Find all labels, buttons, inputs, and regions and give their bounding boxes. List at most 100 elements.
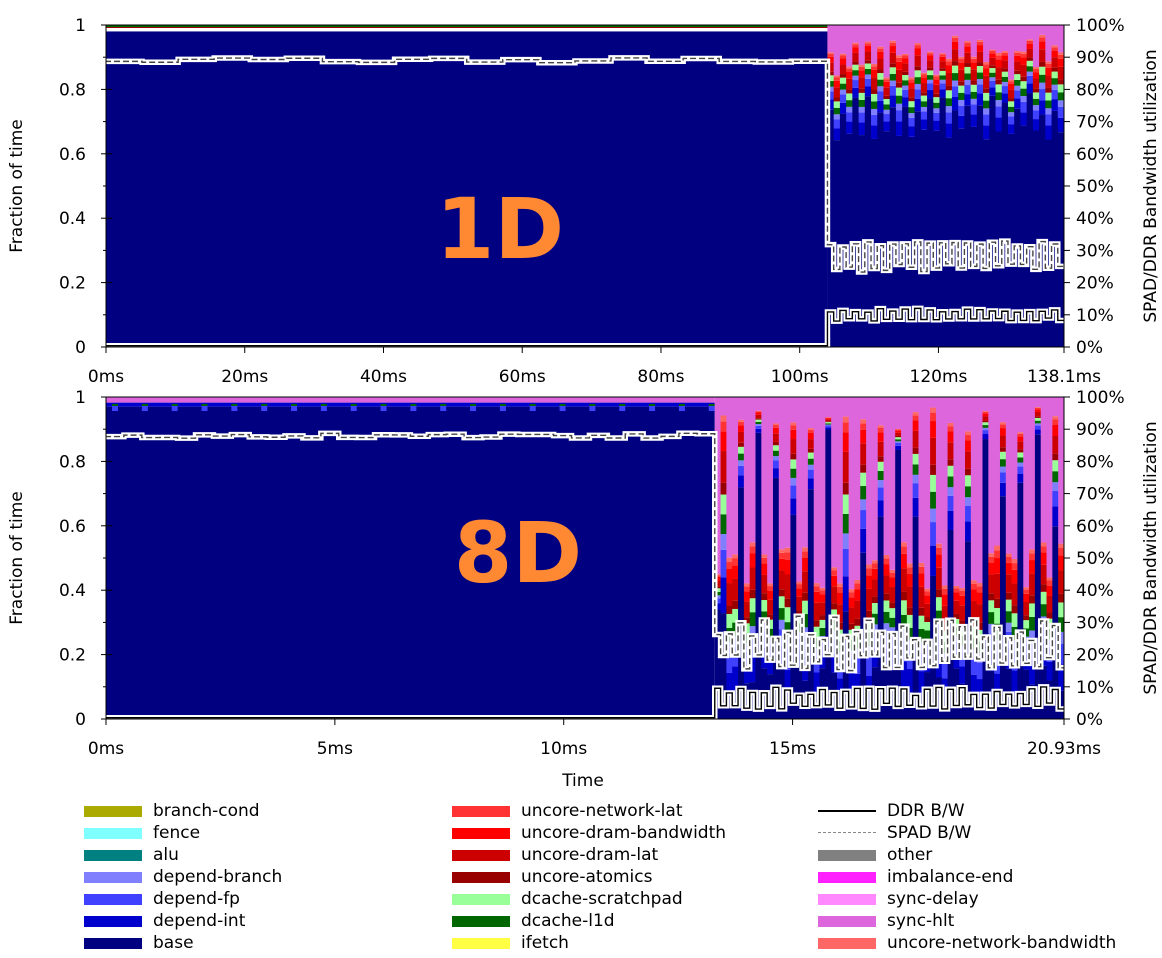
series-bar-uncore-dram-bandwidth — [1011, 569, 1019, 584]
series-bar-depend-int — [846, 121, 853, 134]
series-bar-base — [995, 131, 1003, 347]
chart-panel-1d: 00.20.40.60.810%10%20%30%40%50%60%70%80%… — [7, 16, 1161, 387]
series-bar-depend-fp — [914, 89, 922, 99]
series-bar-uncore-network-lat — [877, 427, 885, 433]
series-bar-uncore-network-lat — [920, 74, 928, 78]
series-bar-sync-hlt — [842, 397, 850, 417]
series-bar-uncore-network-bandwidth — [864, 41, 872, 44]
series-bar-depend-int — [839, 102, 847, 114]
series-bar-depend-fp — [970, 104, 978, 115]
series-bar-sync-hlt — [912, 397, 920, 413]
series-bar-depend-int — [927, 90, 934, 99]
series-bar-dcache-l1d — [761, 611, 768, 623]
series-bar-dcache-scratchpad — [895, 87, 903, 96]
series-bar-uncore-dram-bandwidth — [743, 591, 751, 602]
series-bar-uncore-dram-lat — [819, 602, 826, 616]
series-bar-depend-fp — [871, 114, 878, 126]
y2-tick-label: 60% — [1076, 145, 1114, 165]
series-bar-uncore-network-bandwidth — [827, 52, 835, 55]
series-mark-depend-fp — [112, 406, 118, 411]
series-bar-depend-int — [1046, 661, 1053, 681]
series-bar-dcache-l1d — [802, 614, 809, 628]
series-bar-depend-branch — [945, 106, 953, 113]
series-bar-uncore-dram-lat — [964, 52, 972, 64]
series-bar-uncore-network-bandwidth — [1007, 79, 1015, 82]
series-bar-uncore-dram-lat — [802, 571, 809, 593]
series-bar-uncore-dram-bandwidth — [920, 77, 928, 84]
series-bar-dcache-l1d — [1023, 628, 1030, 637]
series-bar-uncore-network-bandwidth — [738, 419, 745, 422]
legend-item: imbalance-end — [818, 866, 1158, 888]
series-mark-depend-fp — [231, 406, 238, 411]
series-bar-depend-fp — [889, 85, 897, 96]
y2-axis-title: SPAD/DDR Bandwidth utilization — [1141, 49, 1161, 322]
series-bar-base — [1058, 690, 1064, 719]
series-bar-uncore-atomics — [1007, 98, 1015, 102]
series-bar-uncore-network-bandwidth — [1014, 51, 1022, 53]
series-bar-dcache-scratchpad — [989, 68, 997, 73]
series-bar-sync-hlt — [772, 397, 780, 424]
legend-swatch — [452, 806, 510, 817]
series-bar-uncore-dram-lat — [1052, 436, 1059, 454]
series-bar-uncore-atomics — [947, 459, 955, 466]
series-bar-uncore-network-lat — [866, 568, 873, 576]
series-bar-uncore-network-lat — [906, 567, 914, 574]
series-bar-sync-hlt — [831, 397, 838, 568]
series-bar-uncore-dram-bandwidth — [825, 418, 832, 420]
series-bar-depend-branch — [1034, 423, 1042, 426]
series-bar-dcache-l1d — [1007, 106, 1015, 113]
series-bar-uncore-network-lat — [1045, 63, 1053, 68]
x-tick-label: 100ms — [771, 367, 829, 387]
series-bar-depend-branch — [883, 109, 891, 115]
series-bar-uncore-dram-bandwidth — [1046, 585, 1053, 596]
legend-label: other — [887, 845, 933, 865]
series-bar-base — [784, 696, 792, 719]
series-bar-uncore-dram-bandwidth — [772, 427, 780, 434]
series-bar-dcache-scratchpad — [935, 597, 943, 611]
series-bar-dcache-l1d — [784, 622, 792, 637]
series-bar-uncore-dram-lat — [732, 578, 739, 601]
series-bar-uncore-atomics — [883, 593, 890, 601]
x-axis-title: Time — [561, 771, 604, 791]
series-bar-depend-branch — [720, 534, 728, 550]
series-bar-uncore-network-bandwidth — [1017, 432, 1024, 434]
series-bar-sync-hlt — [813, 397, 821, 584]
legend-label: uncore-network-lat — [521, 801, 683, 821]
series-bar-depend-fp — [860, 510, 867, 529]
series-bar-uncore-network-lat — [883, 558, 890, 565]
series-bar-uncore-dram-bandwidth — [989, 53, 997, 58]
series-bar-sync-hlt — [852, 25, 860, 43]
series-bar-dcache-scratchpad — [1029, 603, 1036, 617]
series-bar-uncore-dram-bandwidth — [906, 573, 914, 587]
series-bar-dcache-scratchpad — [813, 626, 821, 638]
legend-label: ifetch — [521, 933, 569, 953]
series-mark-depend-fp — [141, 406, 148, 411]
series-bar-base — [877, 516, 885, 719]
series-bar-uncore-dram-lat — [813, 602, 821, 621]
series-bar-uncore-dram-bandwidth — [895, 61, 903, 70]
series-bar-uncore-dram-lat — [989, 57, 997, 66]
series-bar-depend-int — [854, 673, 861, 695]
series-bar-depend-int — [807, 478, 815, 490]
series-bar-uncore-dram-lat — [1005, 574, 1013, 593]
y2-tick-label: 90% — [1076, 420, 1114, 440]
series-bar-dcache-l1d — [846, 100, 853, 107]
series-bar-uncore-dram-lat — [930, 437, 937, 465]
series-bar-uncore-atomics — [1052, 453, 1059, 461]
series-bar-depend-int — [964, 94, 972, 106]
series-bar-uncore-atomics — [1045, 87, 1053, 93]
series-bar-depend-fp — [726, 653, 733, 673]
series-bar-dcache-scratchpad — [927, 70, 934, 76]
legend-label: base — [153, 933, 194, 953]
series-bar-uncore-dram-lat — [895, 69, 903, 83]
series-bar-uncore-network-lat — [1020, 53, 1028, 58]
series-bar-base — [1051, 110, 1059, 347]
series-bar-sync-hlt — [970, 397, 978, 581]
series-bar-uncore-network-lat — [994, 550, 1001, 559]
series-bar-dcache-scratchpad — [1026, 60, 1034, 67]
series-bar-dcache-scratchpad — [833, 101, 841, 108]
series-bar-uncore-network-lat — [1005, 557, 1013, 563]
series-bar-sync-hlt — [1045, 25, 1053, 62]
series-bar-dcache-l1d — [999, 459, 1007, 467]
series-bar-uncore-atomics — [918, 607, 925, 616]
